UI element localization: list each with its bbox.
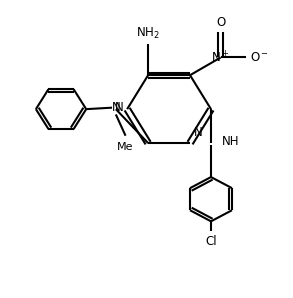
Text: Cl: Cl: [205, 235, 217, 248]
Text: Me: Me: [117, 142, 134, 152]
Text: N$^+$: N$^+$: [212, 50, 230, 65]
Text: O: O: [216, 16, 225, 29]
Text: N: N: [115, 101, 124, 114]
Text: NH$_2$: NH$_2$: [136, 26, 160, 41]
Text: N: N: [194, 126, 203, 139]
Text: NH: NH: [222, 135, 240, 148]
Text: O$^-$: O$^-$: [250, 51, 269, 64]
Text: N: N: [112, 101, 120, 114]
